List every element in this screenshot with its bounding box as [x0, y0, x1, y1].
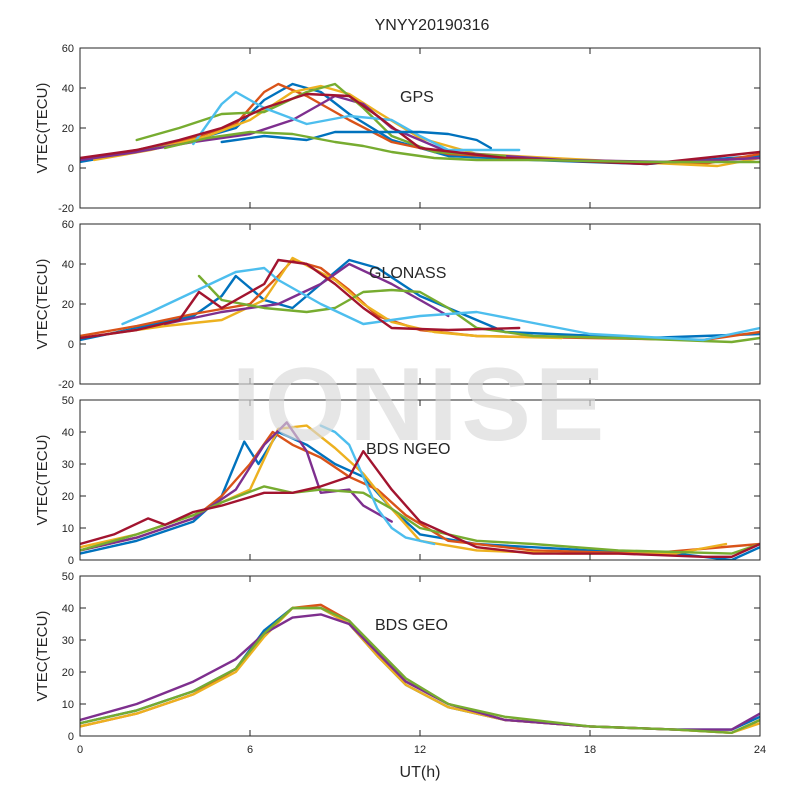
y-tick-label: -20: [58, 203, 74, 215]
series-line: [163, 130, 760, 164]
y-tick-label: 40: [62, 83, 74, 95]
series-line: [197, 274, 760, 344]
x-tick-label: 24: [754, 744, 766, 756]
y-tick-label: 30: [62, 459, 74, 471]
plot-area: [80, 576, 760, 736]
series-line: [80, 606, 760, 734]
figure-title: YNYY20190316: [375, 17, 490, 34]
constellation-label: GLONASS: [369, 265, 446, 282]
plot-area: [80, 48, 760, 208]
y-tick-label: -20: [58, 379, 74, 391]
series-group: [80, 82, 760, 168]
series-group: [80, 421, 760, 560]
x-tick-label: 18: [584, 744, 596, 756]
y-tick-label: 40: [62, 603, 74, 615]
watermark-text: IONISE: [232, 347, 609, 463]
series-line: [80, 258, 521, 340]
y-tick-label: 0: [68, 339, 74, 351]
y-axis-label: VTEC(TECU): [34, 435, 51, 526]
chart-panel: 0 10 20 30 40 50 VTEC(TECU) BDS NGEO: [34, 395, 761, 567]
y-tick-label: 40: [62, 427, 74, 439]
y-tick-label: 20: [62, 299, 74, 311]
y-tick-label: 0: [68, 555, 74, 567]
y-tick-label: 20: [62, 667, 74, 679]
y-axis-label: VTEC(TECU): [34, 611, 51, 702]
chart-panel: -20 0 20 40 60 VTEC(TECU) GLONASS: [34, 219, 761, 391]
series-line: [319, 424, 436, 546]
series-group: [80, 603, 760, 734]
series-line: [192, 90, 521, 152]
x-tick-label: 12: [414, 744, 426, 756]
constellation-label: BDS NGEO: [366, 441, 450, 458]
series-group: [80, 256, 760, 344]
x-tick-label: 0: [77, 744, 83, 756]
chart-panel: 0 10 20 30 40 50 0 6 12 18 24 VTEC(TECU) BDS GEO: [34, 571, 766, 756]
series-line: [220, 130, 492, 150]
y-axis-label: VTEC(TECU): [34, 83, 51, 174]
chart-panel: -20 0 20 40 60 VTEC(TECU) GPS: [34, 43, 761, 215]
y-tick-label: 20: [62, 123, 74, 135]
series-line: [163, 262, 450, 326]
x-tick-label: 6: [247, 744, 253, 756]
y-tick-label: 0: [68, 163, 74, 175]
y-tick-label: 20: [62, 491, 74, 503]
series-line: [107, 256, 563, 340]
series-line: [80, 450, 760, 558]
x-axis-label: UT(h): [400, 764, 441, 781]
constellation-label: GPS: [400, 89, 434, 106]
y-tick-label: 50: [62, 571, 74, 583]
y-tick-label: 50: [62, 395, 74, 407]
y-tick-label: 40: [62, 259, 74, 271]
y-tick-label: 0: [68, 731, 74, 743]
constellation-label: BDS GEO: [375, 617, 448, 634]
y-tick-label: 10: [62, 523, 74, 535]
plot-area: [80, 224, 760, 384]
series-line: [121, 266, 760, 342]
y-axis-label: VTEC(TECU): [34, 259, 51, 350]
series-line: [80, 421, 393, 552]
y-tick-label: 10: [62, 699, 74, 711]
y-tick-label: 60: [62, 219, 74, 231]
y-tick-label: 60: [62, 43, 74, 55]
y-tick-label: 30: [62, 635, 74, 647]
